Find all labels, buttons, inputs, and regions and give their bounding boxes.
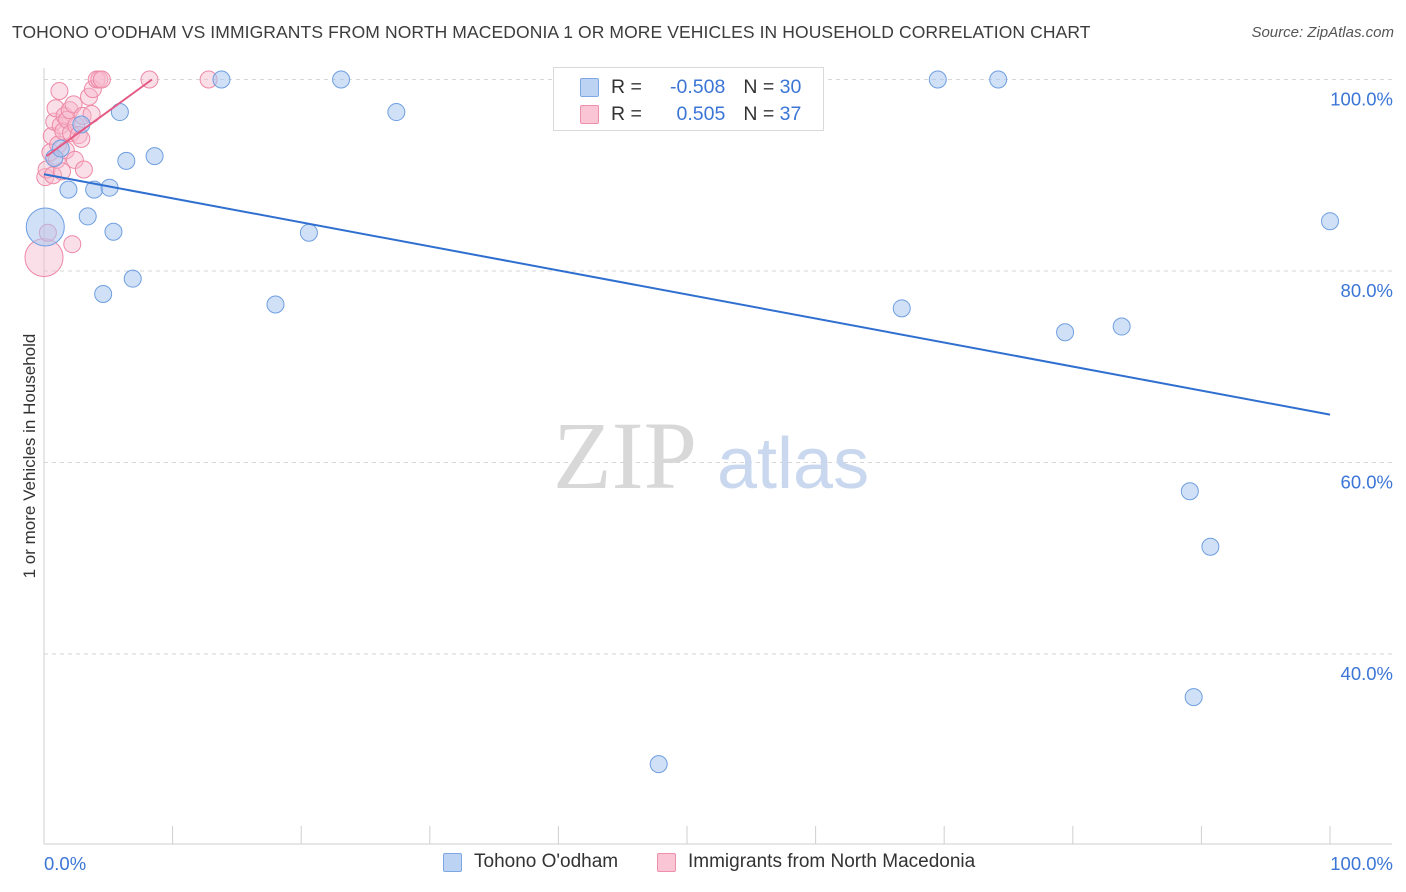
legend-swatch-blue [443,852,462,872]
point-tohono [94,284,113,303]
point-tohono [212,70,231,89]
watermark-zip: ZIP [553,402,697,509]
point-tohono [59,180,78,199]
point-tohono [78,207,97,226]
y-tick-label: 100.0% [1330,89,1393,110]
point-tohono [332,70,351,89]
correlation-legend: R = -0.508 N = 30 R = 0.505 N = 37 [553,67,824,131]
point-macedonia [74,160,93,179]
legend-row-macedonia: R = 0.505 N = 37 [554,100,801,128]
point-macedonia [65,150,84,169]
point-tohono [1112,317,1131,336]
legend-r-value: 0.505 [676,102,726,125]
tick-labels: 100.0% 80.0% 60.0% 40.0% 0.0% 100.0% [44,89,1393,875]
point-macedonia [83,80,102,99]
legend-n-label: N = [743,102,775,125]
legend-series-name: Tohono O'odham [474,851,619,872]
point-tohono [1201,537,1220,556]
legend-n-value: 37 [779,102,802,125]
legend-swatch-blue [580,77,599,97]
legend-n-label: N = [743,75,775,98]
x-tick-label: 0.0% [44,853,86,874]
point-tohono [1321,212,1339,231]
point-tohono [928,70,947,89]
point-macedonia [46,99,65,118]
data-points [24,70,1339,774]
legend-r-label: R = [611,75,642,98]
point-tohono [266,295,285,314]
y-tick-label: 80.0% [1341,280,1393,301]
point-tohono [25,207,65,247]
point-tohono [145,147,164,166]
source-label: Source: ZipAtlas.com [1251,24,1394,41]
point-macedonia [53,162,72,181]
legend-item-tohono: Tohono O'odham [443,851,618,873]
legend-r-value: -0.508 [670,75,726,98]
point-macedonia [50,81,69,100]
axes [43,68,1392,845]
legend-series-name: Immigrants from North Macedonia [688,851,976,872]
watermark-atlas: atlas [717,424,869,504]
legend-r-label: R = [611,102,642,125]
point-macedonia [63,235,82,254]
point-tohono [1056,323,1075,342]
point-macedonia [92,70,111,89]
y-tick-label: 40.0% [1341,663,1393,684]
point-tohono [104,222,123,241]
watermark: ZIP atlas [553,402,869,509]
legend-swatch-pink [580,104,599,124]
y-tick-label: 60.0% [1341,472,1393,493]
point-tohono [51,139,70,158]
chart-title: TOHONO O'ODHAM VS IMMIGRANTS FROM NORTH … [12,22,1091,42]
trend-line-tohono [43,173,1331,416]
trend-lines [43,78,1331,416]
point-tohono [989,70,1008,89]
point-tohono [892,299,911,318]
point-tohono [1180,482,1199,501]
point-tohono [299,223,318,242]
x-tick-label: 100.0% [1330,853,1393,874]
legend-n-value: 30 [779,75,802,98]
legend-item-macedonia: Immigrants from North Macedonia [657,851,975,873]
point-tohono [1184,688,1203,707]
series-legend: Tohono O'odham Immigrants from North Mac… [0,851,1406,879]
point-macedonia [36,168,55,187]
point-tohono [649,755,668,774]
point-tohono [117,151,136,170]
point-tohono [123,269,142,288]
point-tohono [387,103,406,122]
gridlines [44,79,1392,655]
legend-row-tohono: R = -0.508 N = 30 [554,73,801,101]
legend-swatch-pink [657,852,676,872]
trend-line-macedonia [45,78,153,157]
